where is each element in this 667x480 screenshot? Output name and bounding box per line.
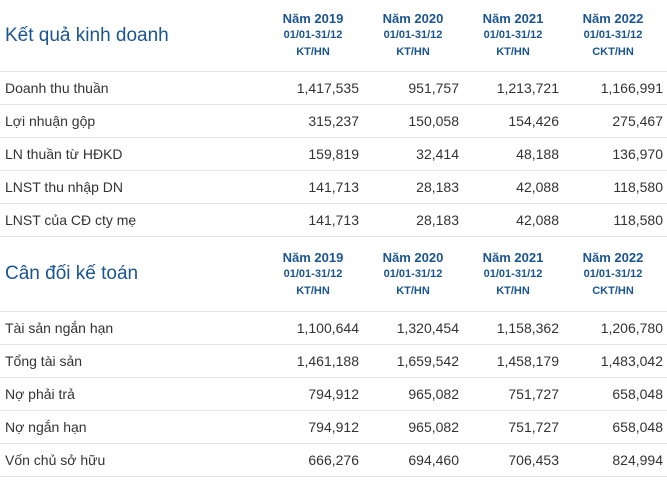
column-type: KT/HN — [396, 284, 430, 297]
value-cell: 1,158,362 — [496, 320, 559, 336]
balance-sheet-header: Cân đối kế toán Năm 2019 01/01-31/12 KT/… — [0, 237, 667, 312]
column-year: Năm 2020 — [382, 11, 444, 26]
column-header-2019: Năm 2019 01/01-31/12 KT/HN — [263, 249, 363, 300]
table-row: Vốn chủ sở hữu 666,276 694,460 706,453 8… — [0, 444, 667, 477]
column-header-2021: Năm 2021 01/01-31/12 KT/HN — [463, 249, 563, 300]
balance-sheet-title[interactable]: Cân đối kế toán — [5, 263, 139, 284]
value-cell: 1,100,644 — [296, 320, 359, 336]
column-year: Năm 2019 — [282, 249, 344, 265]
row-label[interactable]: Lợi nhuận gộp — [5, 113, 96, 129]
value-cell: 951,757 — [408, 80, 459, 96]
value-cell: 1,483,042 — [600, 353, 663, 369]
column-period: 01/01-31/12 — [483, 29, 543, 41]
value-cell: 751,727 — [508, 419, 559, 435]
row-label[interactable]: Nợ phải trả — [5, 386, 75, 402]
value-cell: 658,048 — [612, 386, 663, 402]
column-year: Năm 2021 — [482, 11, 544, 26]
column-period: 01/01-31/12 — [583, 267, 643, 280]
value-cell: 32,414 — [416, 146, 459, 162]
value-cell: 48,188 — [516, 146, 559, 162]
business-results-header: Kết quả kinh doanh Năm 2019 01/01-31/12 … — [0, 0, 667, 72]
column-header-2022: Năm 2022 01/01-31/12 CKT/HN — [563, 10, 663, 61]
table-row: Lợi nhuận gộp 315,237 150,058 154,426 27… — [0, 105, 667, 138]
column-header-2020: Năm 2020 01/01-31/12 KT/HN — [363, 10, 463, 61]
table-row: Nợ ngắn hạn 794,912 965,082 751,727 658,… — [0, 411, 667, 444]
value-cell: 28,183 — [416, 179, 459, 195]
column-type: KT/HN — [496, 284, 530, 297]
column-type: KT/HN — [396, 46, 430, 58]
table-row: LN thuần từ HĐKD 159,819 32,414 48,188 1… — [0, 138, 667, 171]
column-header-2019: Năm 2019 01/01-31/12 KT/HN — [263, 10, 363, 61]
value-cell: 136,970 — [612, 146, 663, 162]
value-cell: 28,183 — [416, 212, 459, 228]
column-header-2020: Năm 2020 01/01-31/12 KT/HN — [363, 249, 463, 300]
column-header-2021: Năm 2021 01/01-31/12 KT/HN — [463, 10, 563, 61]
value-cell: 965,082 — [408, 386, 459, 402]
column-year: Năm 2022 — [582, 249, 644, 265]
row-label[interactable]: LN thuần từ HĐKD — [5, 146, 123, 162]
value-cell: 1,458,179 — [496, 353, 559, 369]
value-cell: 751,727 — [508, 386, 559, 402]
table-row: LNST thu nhập DN 141,713 28,183 42,088 1… — [0, 171, 667, 204]
column-type: KT/HN — [496, 46, 530, 58]
value-cell: 150,058 — [408, 113, 459, 129]
business-results-section: Kết quả kinh doanh Năm 2019 01/01-31/12 … — [0, 0, 667, 237]
value-cell: 1,166,991 — [600, 80, 663, 96]
column-period: 01/01-31/12 — [483, 267, 543, 280]
column-type: CKT/HN — [592, 46, 634, 58]
column-header-2022: Năm 2022 01/01-31/12 CKT/HN — [563, 249, 663, 300]
value-cell: 154,426 — [508, 113, 559, 129]
value-cell: 159,819 — [308, 146, 359, 162]
column-year: Năm 2022 — [582, 11, 644, 26]
table-row: LNST của CĐ cty mẹ 141,713 28,183 42,088… — [0, 204, 667, 237]
value-cell: 1,417,535 — [296, 80, 359, 96]
row-label[interactable]: Tài sản ngắn hạn — [5, 320, 114, 336]
value-cell: 141,713 — [308, 212, 359, 228]
value-cell: 1,213,721 — [496, 80, 559, 96]
value-cell: 1,461,188 — [296, 353, 359, 369]
value-cell: 965,082 — [408, 419, 459, 435]
column-period: 01/01-31/12 — [283, 267, 343, 280]
table-row: Doanh thu thuần 1,417,535 951,757 1,213,… — [0, 72, 667, 105]
value-cell: 658,048 — [612, 419, 663, 435]
value-cell: 706,453 — [508, 452, 559, 468]
column-year: Năm 2020 — [382, 249, 444, 265]
table-row: Tài sản ngắn hạn 1,100,644 1,320,454 1,1… — [0, 312, 667, 345]
value-cell: 1,206,780 — [600, 320, 663, 336]
value-cell: 275,467 — [612, 113, 663, 129]
row-label[interactable]: LNST thu nhập DN — [5, 179, 124, 195]
column-type: KT/HN — [296, 46, 330, 58]
column-type: KT/HN — [296, 284, 330, 297]
value-cell: 824,994 — [612, 452, 663, 468]
value-cell: 42,088 — [516, 179, 559, 195]
table-row: Tổng tài sản 1,461,188 1,659,542 1,458,1… — [0, 345, 667, 378]
row-label[interactable]: Nợ ngắn hạn — [5, 419, 87, 435]
value-cell: 794,912 — [308, 419, 359, 435]
value-cell: 666,276 — [308, 452, 359, 468]
value-cell: 694,460 — [408, 452, 459, 468]
value-cell: 42,088 — [516, 212, 559, 228]
column-period: 01/01-31/12 — [383, 267, 443, 280]
column-year: Năm 2019 — [282, 11, 344, 26]
value-cell: 794,912 — [308, 386, 359, 402]
value-cell: 141,713 — [308, 179, 359, 195]
value-cell: 315,237 — [308, 113, 359, 129]
row-label[interactable]: Vốn chủ sở hữu — [5, 452, 106, 468]
value-cell: 1,659,542 — [396, 353, 459, 369]
column-period: 01/01-31/12 — [383, 29, 443, 41]
balance-sheet-section: Cân đối kế toán Năm 2019 01/01-31/12 KT/… — [0, 237, 667, 477]
table-row: Nợ phải trả 794,912 965,082 751,727 658,… — [0, 378, 667, 411]
business-results-title[interactable]: Kết quả kinh doanh — [5, 24, 169, 46]
value-cell: 1,320,454 — [396, 320, 459, 336]
row-label[interactable]: Doanh thu thuần — [5, 80, 109, 96]
column-type: CKT/HN — [592, 284, 634, 297]
value-cell: 118,580 — [613, 179, 663, 195]
row-label[interactable]: LNST của CĐ cty mẹ — [5, 212, 137, 228]
row-label[interactable]: Tổng tài sản — [5, 353, 83, 369]
value-cell: 118,580 — [613, 212, 663, 228]
column-period: 01/01-31/12 — [583, 29, 643, 41]
column-period: 01/01-31/12 — [283, 29, 343, 41]
column-year: Năm 2021 — [482, 249, 544, 265]
